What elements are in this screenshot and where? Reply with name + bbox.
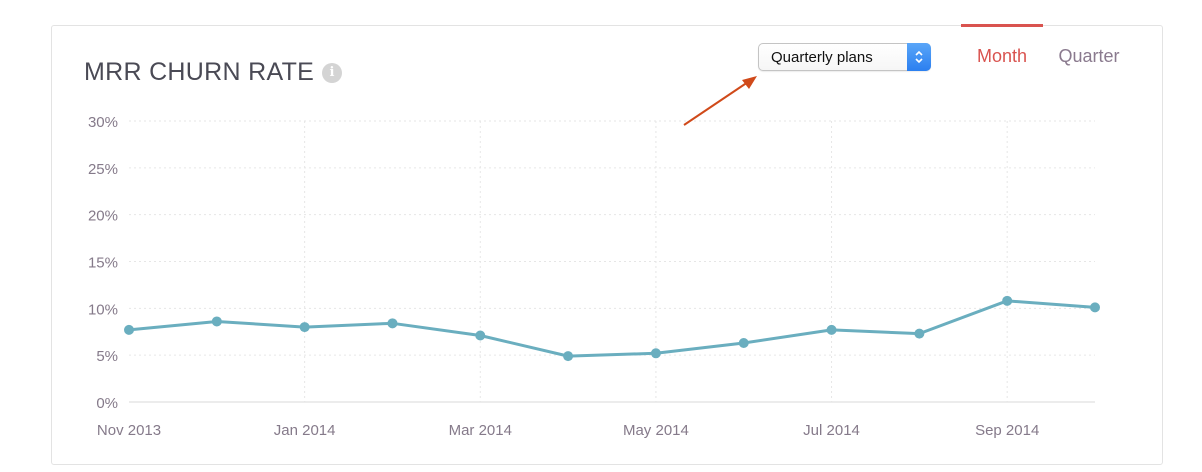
plan-select-value: Quarterly plans	[771, 49, 873, 66]
chart-title-group: MRR CHURN RATE i	[84, 58, 343, 87]
active-tab-indicator	[961, 24, 1043, 27]
plan-select[interactable]: Quarterly plans	[758, 43, 931, 71]
chart-card	[51, 25, 1163, 465]
chart-title: MRR CHURN RATE	[84, 58, 315, 86]
chevron-updown-icon	[907, 43, 931, 71]
info-icon[interactable]: i	[322, 62, 343, 83]
tab-month[interactable]: Month	[976, 46, 1028, 66]
tab-quarter[interactable]: Quarter	[1058, 46, 1120, 66]
